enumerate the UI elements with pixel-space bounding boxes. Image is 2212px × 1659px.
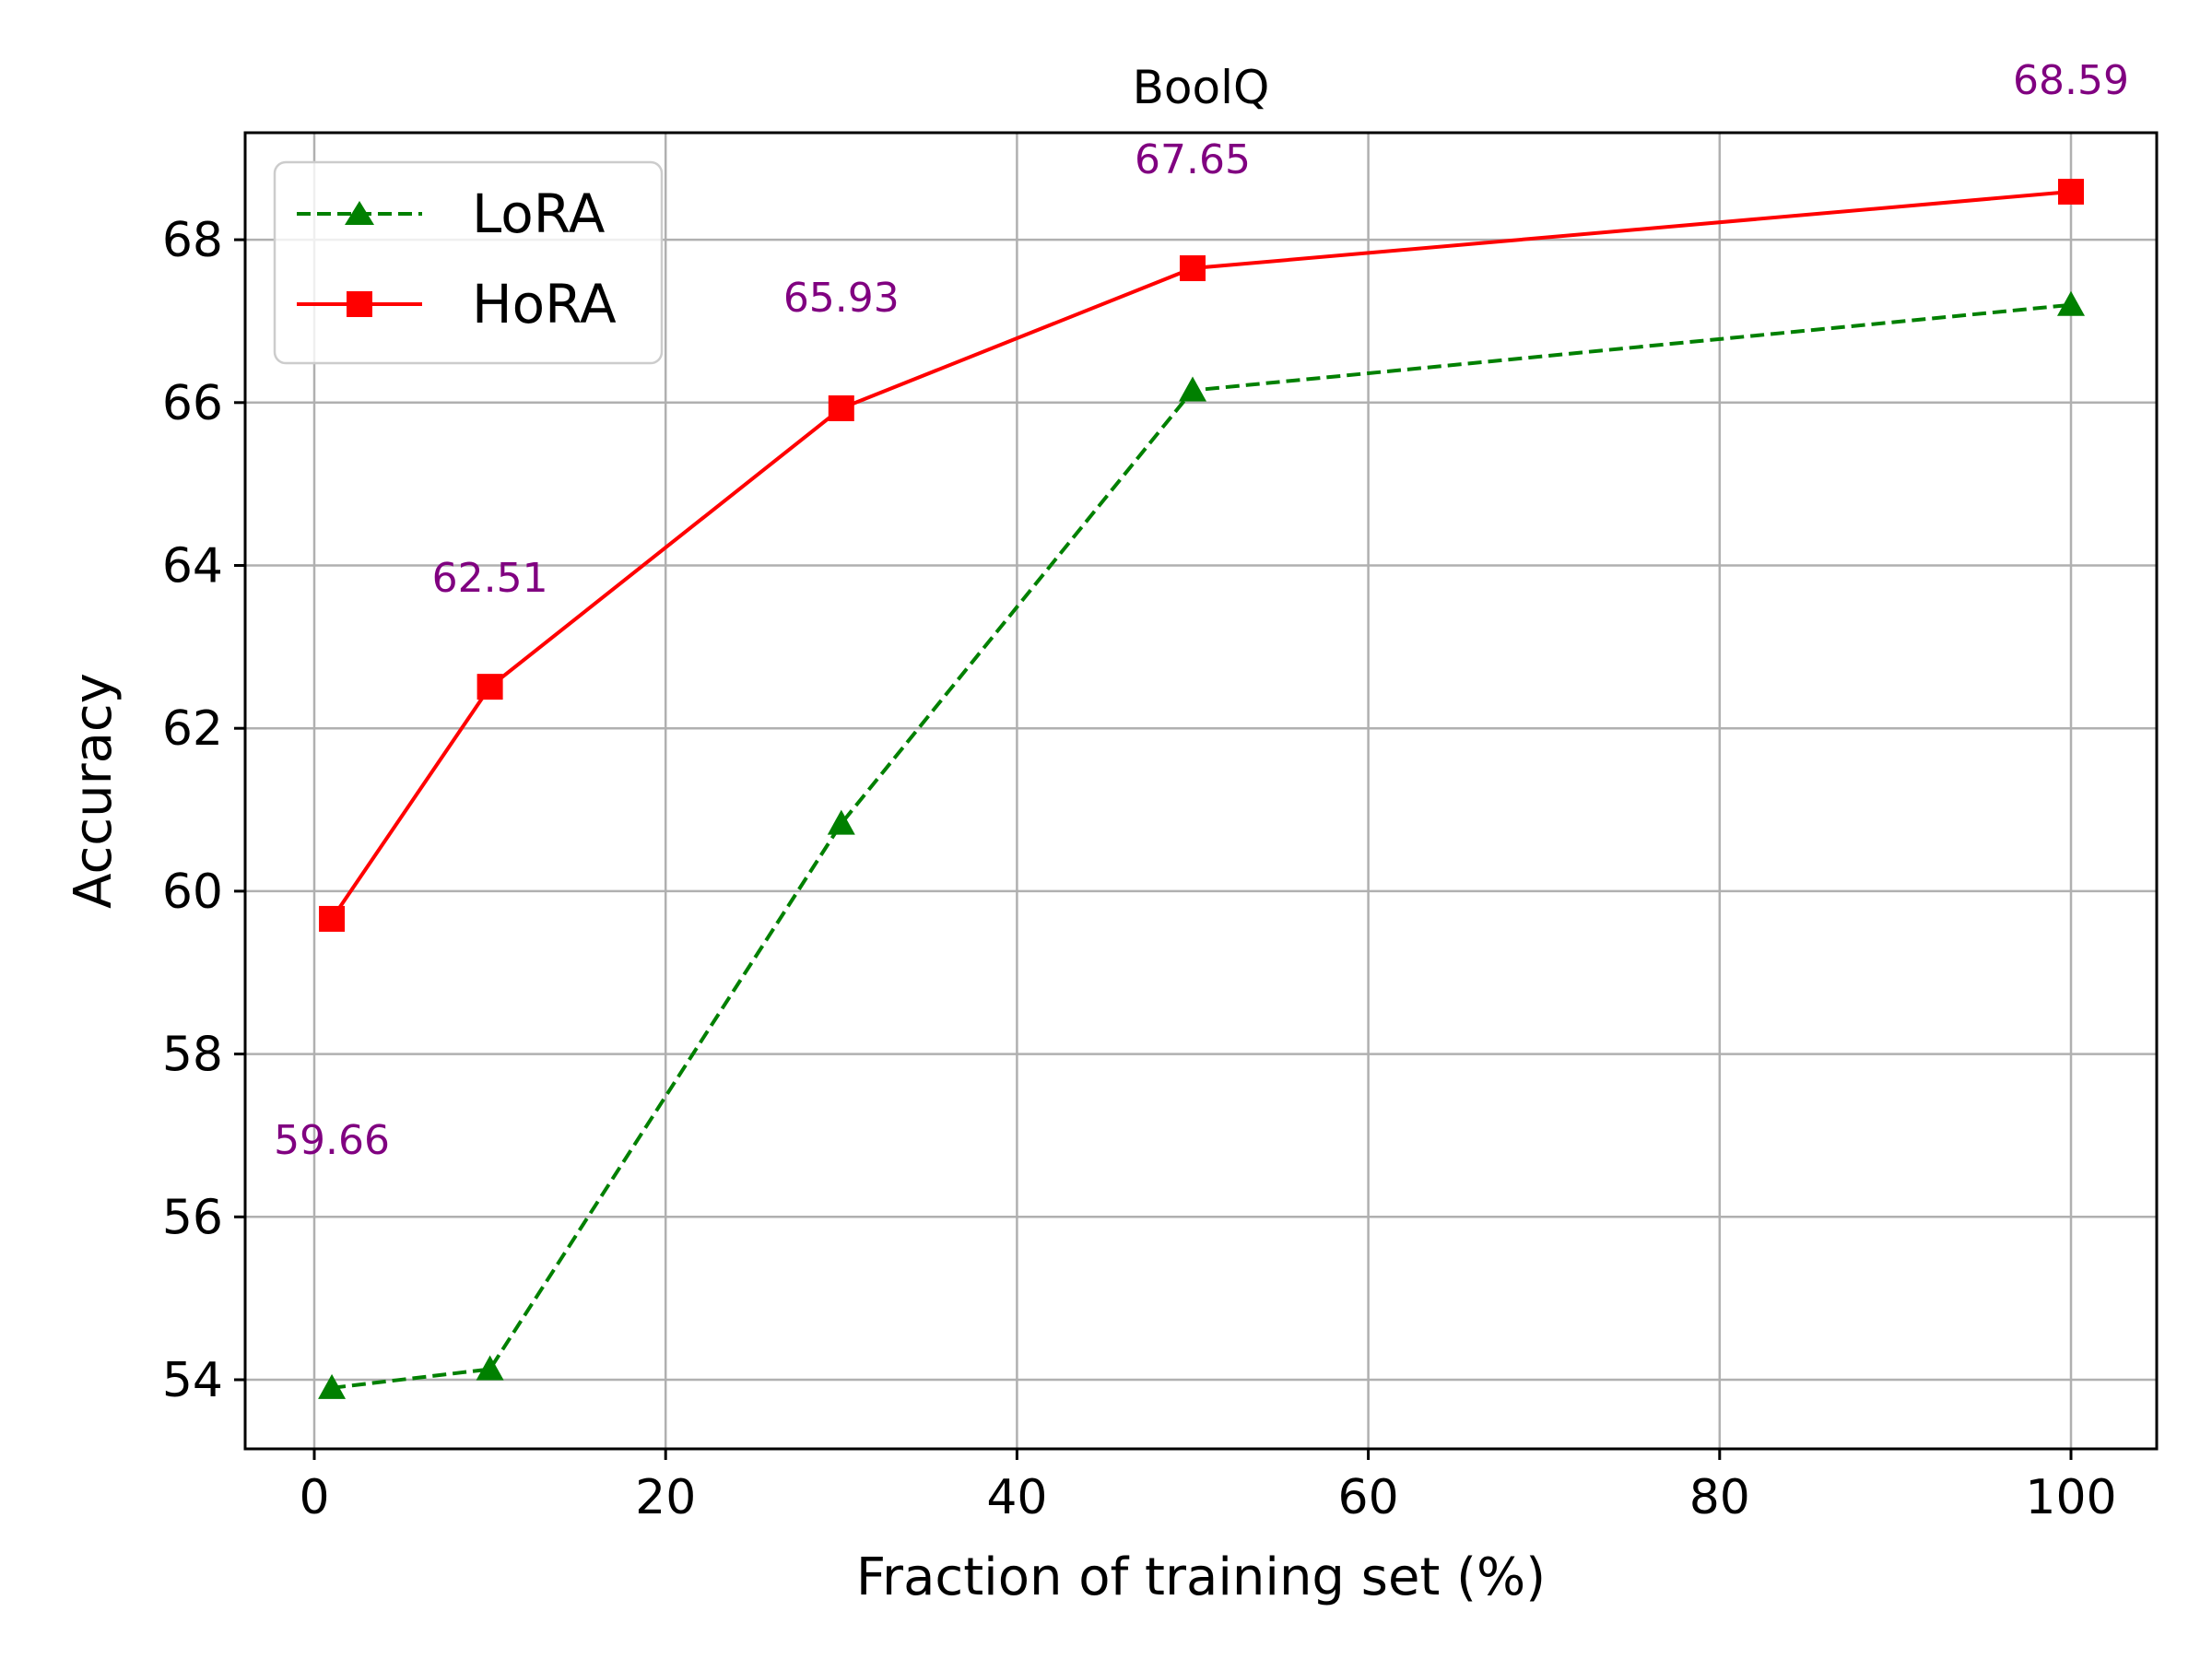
- data-label-1: 59.66: [274, 1117, 390, 1164]
- hora-point-50: [1180, 255, 1206, 282]
- hora-point-1: [319, 905, 346, 932]
- hora-point-30: [828, 394, 854, 421]
- legend: LoRA HoRA: [273, 160, 664, 365]
- legend-lora-label: LoRA: [472, 182, 606, 245]
- y-tick-label: 54: [162, 1353, 223, 1408]
- x-tick-label: 80: [1689, 1470, 1750, 1525]
- chart-title: BoolQ: [1133, 61, 1270, 114]
- data-label-50: 67.65: [1135, 136, 1251, 183]
- plot-frame: [243, 131, 2159, 1451]
- series-group: [318, 178, 2085, 1399]
- axis-ticks: 0 20 40 60 80 100 54 56 58 60 62 64 66 68: [162, 213, 2117, 1525]
- y-tick-label: 58: [162, 1028, 223, 1083]
- hora-point-100: [2058, 178, 2084, 205]
- y-tick-label: 68: [162, 213, 223, 268]
- data-label-30: 65.93: [783, 275, 900, 322]
- x-axis-label: Fraction of training set (%): [856, 1547, 1546, 1607]
- y-tick-label: 56: [162, 1190, 223, 1245]
- y-tick-label: 64: [162, 539, 223, 594]
- lora-point-30: [827, 809, 855, 835]
- x-tick-label: 100: [2025, 1470, 2116, 1525]
- legend-hora-marker: [347, 291, 372, 317]
- lora-series-line: [331, 302, 2072, 1390]
- data-labels: 59.66 62.51 65.93 67.65 68.59: [274, 57, 2129, 1164]
- lora-point-1: [318, 1373, 347, 1399]
- lora-point-50: [1179, 376, 1206, 402]
- legend-lora-marker: [345, 201, 374, 225]
- y-axis-label: Accuracy: [64, 673, 124, 909]
- grid: [245, 133, 2157, 1449]
- legend-hora-label: HoRA: [472, 273, 617, 335]
- y-tick-label: 62: [162, 701, 223, 757]
- lora-point-100: [2057, 290, 2085, 316]
- data-label-10: 62.51: [432, 555, 548, 602]
- lora-point-10: [476, 1355, 504, 1381]
- y-tick-label: 66: [162, 376, 223, 431]
- x-tick-label: 40: [986, 1470, 1047, 1525]
- data-label-100: 68.59: [2013, 57, 2129, 104]
- x-tick-label: 20: [635, 1470, 696, 1525]
- x-tick-label: 60: [1338, 1470, 1399, 1525]
- x-tick-label: 0: [299, 1470, 329, 1525]
- y-tick-label: 60: [162, 865, 223, 920]
- hora-point-10: [477, 674, 503, 700]
